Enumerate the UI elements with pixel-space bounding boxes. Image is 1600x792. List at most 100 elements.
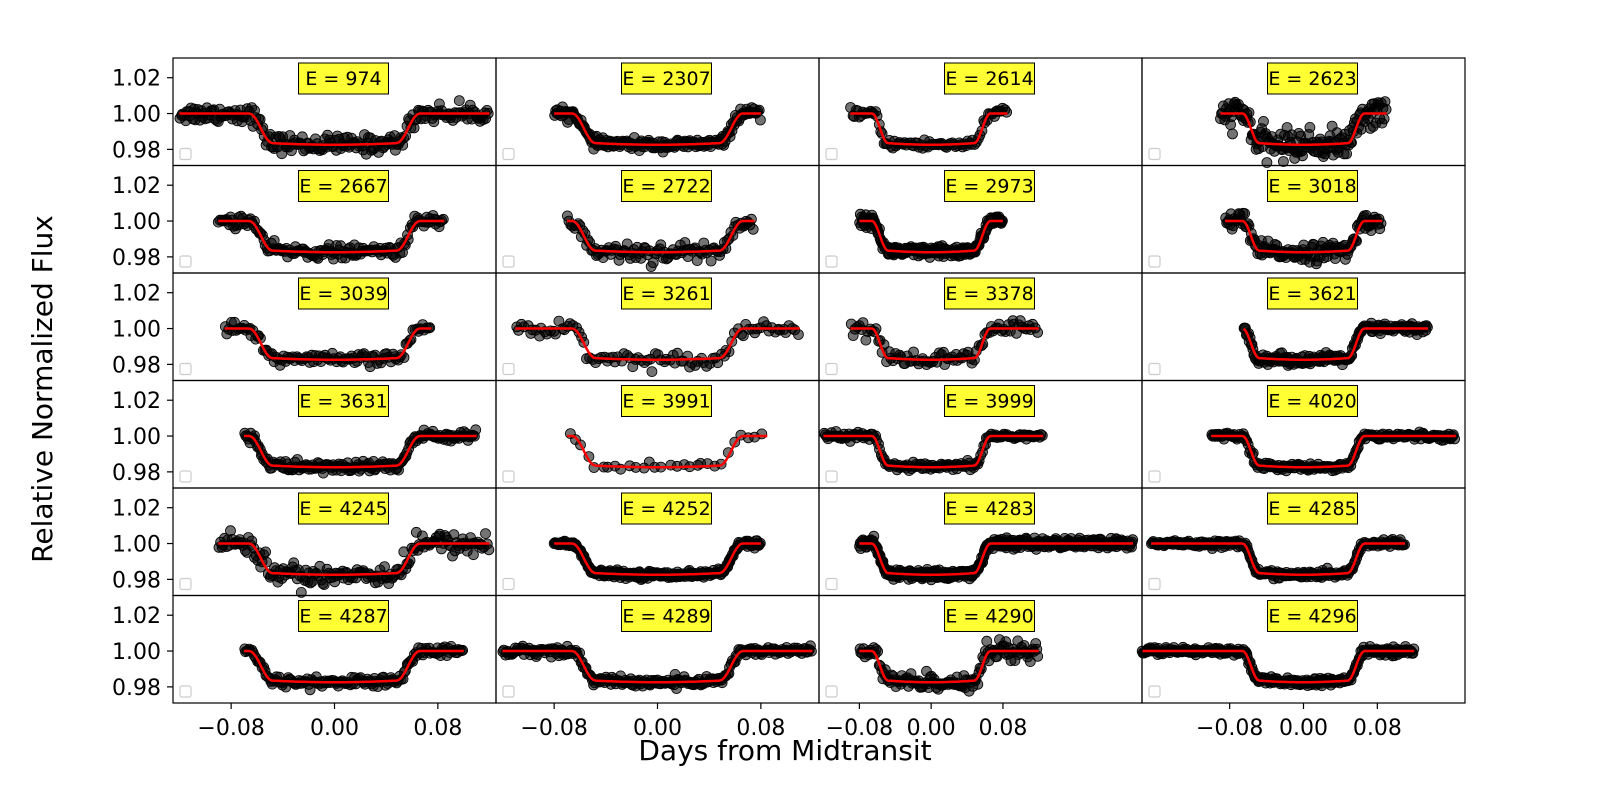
legend-marker [1148,577,1161,591]
data-point [1378,113,1390,125]
y-tick-label: 0.98 [112,138,161,163]
panel: E = 4285 [1141,487,1466,597]
y-tick-label: 1.00 [112,533,161,558]
epoch-label: E = 3621 [1268,283,1356,305]
epoch-label: E = 2307 [622,68,710,90]
data-point [470,424,482,436]
panels-layer: E = 974 E = 2307 E = 2614 E = 2623 E = 2667 E… [172,57,1466,704]
model-line [1220,112,1387,146]
data-point [1304,122,1316,133]
y-tick-label: 0.98 [112,246,161,271]
legend-marker [179,685,192,698]
y-tick-label: 1.00 [112,210,161,235]
legend-marker [1148,147,1161,161]
legend-marker [179,470,192,483]
y-tick-label: 0.98 [112,461,161,486]
panel: E = 4283 [818,487,1143,597]
legend-marker [825,577,838,591]
legend-marker [825,470,838,483]
epoch-label: E = 3631 [299,391,387,413]
epoch-label: E = 2667 [299,176,387,198]
epoch-label: E = 4020 [1268,391,1356,413]
y-tick-label: 1.00 [112,318,161,343]
panel: E = 2973 [818,164,1143,274]
legend-marker [502,255,515,268]
legend-marker [502,685,515,698]
panel: E = 2722 [495,164,820,274]
y-tick-label: 1.02 [112,282,161,307]
data-point [437,213,449,225]
epoch-label: E = 4283 [945,498,1033,520]
epoch-label: E = 3261 [622,283,710,305]
legend-marker [1148,255,1161,268]
data-point [480,528,491,539]
epoch-label: E = 2973 [945,176,1033,198]
epoch-label-box [1267,62,1358,95]
legend-marker [1148,470,1161,483]
x-tick-label: 0.08 [413,716,462,741]
model-line [179,112,490,146]
panel: E = 4289 [495,594,820,704]
epoch-label: E = 3018 [1268,176,1356,198]
data-point [467,549,479,561]
epoch-label: E = 4296 [1268,606,1356,628]
panel: E = 3621 [1141,272,1466,382]
legend-marker [502,470,515,483]
data-point [483,544,495,556]
legend-marker [825,362,838,376]
y-tick-label: 0.98 [112,568,161,593]
epoch-label: E = 3039 [299,283,387,305]
panel: E = 3261 [495,272,820,382]
legend-marker [179,577,192,591]
data-point [260,546,272,558]
legend-marker [502,362,515,376]
epoch-label: E = 4252 [622,498,710,520]
x-tick-label: 0.08 [978,716,1027,741]
data-point [1032,650,1044,662]
data-point [755,114,766,126]
panel: E = 974 [172,57,497,167]
epoch-label: E = 4285 [1268,498,1356,520]
epoch-label: E = 974 [305,68,381,90]
legend-marker [179,362,192,376]
panel: E = 4252 [495,487,820,597]
data-point [1297,150,1308,162]
epoch-label: E = 3378 [945,283,1033,305]
epoch-label: E = 3999 [945,391,1033,413]
y-tick-label: 1.02 [112,389,161,414]
panel: E = 4020 [1141,379,1466,489]
panel: E = 4290 [818,594,1143,704]
data-point [1001,106,1012,118]
panel: E = 2614 [818,57,1143,167]
epoch-label: E = 2722 [622,176,710,198]
data-point [1258,116,1269,127]
y-tick-label: 0.98 [112,353,161,378]
data-point [756,428,768,440]
x-tick-label: 0.00 [310,716,359,741]
panel: E = 3378 [818,272,1143,382]
epoch-label: E = 4245 [299,498,387,520]
y-tick-label: 1.02 [112,497,161,522]
y-tick-label: 0.98 [112,676,161,701]
panel: E = 4245 [172,487,497,598]
y-tick-label: 1.02 [112,604,161,629]
panel: E = 3999 [818,379,1143,489]
panel: E = 4287 [172,594,497,704]
epoch-label: E = 3991 [622,391,710,413]
epoch-label: E = 2623 [1268,68,1356,90]
epoch-label: E = 4289 [622,606,710,628]
data-point [747,223,759,235]
panel: E = 3991 [495,379,820,489]
x-tick-label: 0.00 [1279,716,1328,741]
epoch-label: E = 4290 [945,606,1033,628]
legend-marker [825,685,838,698]
y-axis-title: Relative Normalized Flux [26,215,59,563]
legend-marker [825,255,838,268]
y-tick-label: 1.00 [112,425,161,450]
legend-marker [502,147,515,161]
epoch-label-box [944,62,1035,95]
data-point [793,329,804,340]
data-point [1341,148,1352,160]
legend-marker [179,147,192,161]
